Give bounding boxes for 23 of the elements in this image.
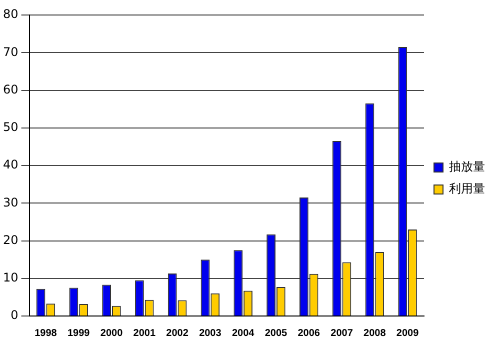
y-tick-label: 10 [2,270,18,284]
x-tick-label: 1998 [34,328,58,339]
y-tick-label: 50 [2,120,18,134]
x-tick-label: 2007 [330,328,354,339]
y-tick-label: 20 [2,232,18,247]
x-tick-label: 2003 [199,328,222,339]
x-tick-label: 2000 [100,328,124,339]
x-tick-label: 1999 [67,328,90,339]
y-tick-label: 40 [2,158,18,172]
x-tick-label: 2009 [396,328,420,339]
y-tick-label: 0 [10,308,18,322]
x-tick-label: 2004 [232,328,255,339]
legend-label: 利用量 [449,182,485,196]
x-tick-label: 2008 [364,328,386,339]
x-tick-label: 2001 [133,328,156,339]
legend-label: 抽放量 [449,160,485,174]
y-tick-label: 30 [2,195,18,210]
x-tick-label: 2002 [166,328,189,339]
y-tick-label: 80 [2,7,18,22]
x-tick-label: 2005 [264,328,288,339]
y-tick-label: 60 [2,82,18,96]
x-tick-label: 2006 [298,328,320,339]
y-tick-label: 70 [2,44,18,59]
